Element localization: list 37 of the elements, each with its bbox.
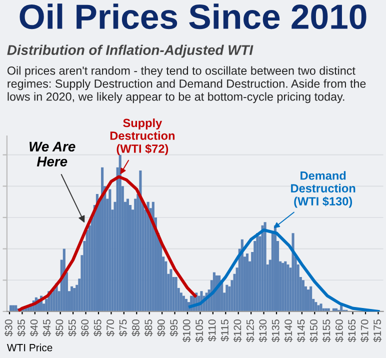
x-tick-label: $80 xyxy=(132,320,140,336)
x-tick-label: $150 xyxy=(310,320,318,342)
chart-subtitle: Distribution of Inflation-Adjusted WTI xyxy=(7,44,254,58)
x-tick-label: $50 xyxy=(55,320,64,336)
x-tick-label: $35 xyxy=(17,320,26,336)
x-tick-label: $70 xyxy=(106,320,115,336)
x-tick-label: $75 xyxy=(118,320,128,336)
x-tick-label: $125 xyxy=(246,320,254,342)
x-tick-label: $120 xyxy=(233,320,242,342)
annotation: Demand Destruction (WTI $130) xyxy=(291,171,356,208)
x-tick-label: $40 xyxy=(30,320,38,336)
x-tick-label: $140 xyxy=(284,320,293,342)
x-tick-label: $65 xyxy=(93,320,102,336)
x-tick-label: $130 xyxy=(258,320,268,342)
x-tick-label: $105 xyxy=(195,320,204,342)
x-tick-label: $45 xyxy=(42,320,52,336)
x-tick-label: $85 xyxy=(144,320,153,336)
x-tick-label: $60 xyxy=(80,320,90,336)
annotation: We Are Here xyxy=(30,142,76,166)
x-tick-label: $90 xyxy=(157,320,166,336)
annotation: Supply Destruction (WTI $72) xyxy=(110,118,174,156)
x-tick-label: $115 xyxy=(220,320,230,342)
x-tick-label: $100 xyxy=(182,320,191,342)
x-tick-label: $55 xyxy=(68,320,76,336)
x-tick-label: $160 xyxy=(335,320,344,342)
x-tick-label: $175 xyxy=(373,320,382,342)
x-tick-label: $145 xyxy=(296,320,306,342)
x-tick-label: $135 xyxy=(271,320,280,342)
x-tick-label: $170 xyxy=(360,320,369,342)
x-tick-label: $165 xyxy=(348,320,356,342)
x-axis-title: WTI Price xyxy=(6,344,52,352)
x-tick-label: $95 xyxy=(170,320,178,336)
chart-title: Oil Prices Since 2010 xyxy=(20,4,366,30)
x-tick-label: $30 xyxy=(4,320,13,336)
text: Oil prices aren't random - they tend to oscillate between two distinct regimes: Supply Destruction and Demand Destruction. Aside from the lows in 2020, we likely appear to be at bottom-cycle pricing today. xyxy=(8,66,366,104)
x-tick-label: $110 xyxy=(208,320,216,342)
x-tick-label: $155 xyxy=(322,320,331,342)
